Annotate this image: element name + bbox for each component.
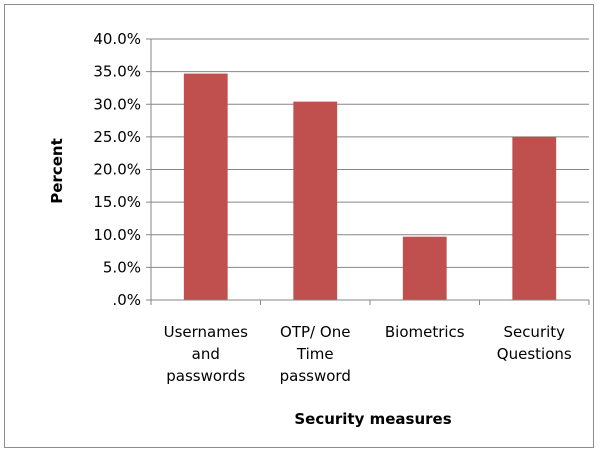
- bar: [183, 73, 228, 301]
- y-tick-label: 40.0%: [93, 30, 141, 48]
- axes: [146, 38, 590, 305]
- x-category-label: Security Questions: [497, 323, 572, 363]
- y-tick-label: 10.0%: [93, 226, 141, 244]
- y-tick-label: 35.0%: [93, 63, 141, 81]
- bars: [183, 73, 557, 301]
- y-tick-label: 5.0%: [103, 258, 141, 276]
- y-tick-label: .0%: [112, 291, 141, 309]
- y-tick-label: 30.0%: [93, 95, 141, 113]
- x-category-label: Usernames and passwords: [164, 323, 248, 385]
- x-category-label: OTP/ One Time password: [280, 323, 351, 385]
- bar: [512, 136, 557, 300]
- y-axis-title: Percent: [48, 138, 66, 203]
- chart-frame: .0% 5.0% 10.0% 15.0% 20.0% 25.0% 30.0% 35.0% 40.…: [4, 4, 594, 448]
- y-tick-labels: .0% 5.0% 10.0% 15.0% 20.0% 25.0% 30.0% 35.0% 40.…: [93, 30, 141, 309]
- bar-chart: .0% 5.0% 10.0% 15.0% 20.0% 25.0% 30.0% 35.0% 40.…: [48, 30, 590, 428]
- bar: [402, 236, 447, 300]
- bar: [293, 101, 338, 300]
- x-axis-title: Security measures: [294, 410, 451, 428]
- x-category-label: Biometrics: [385, 323, 465, 341]
- y-tick-label: 15.0%: [93, 193, 141, 211]
- x-category-labels: Usernames and passwords OTP/ One Time passwor…: [164, 323, 572, 385]
- y-tick-label: 20.0%: [93, 161, 141, 179]
- y-tick-label: 25.0%: [93, 128, 141, 146]
